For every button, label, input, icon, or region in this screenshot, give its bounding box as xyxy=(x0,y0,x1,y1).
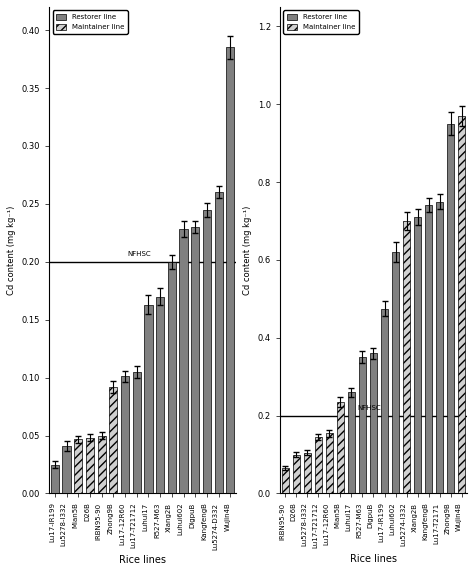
Bar xyxy=(98,435,106,494)
Bar xyxy=(226,47,235,494)
Bar xyxy=(425,205,432,494)
Bar xyxy=(347,392,356,494)
Text: b: b xyxy=(289,22,297,31)
Bar xyxy=(63,446,71,494)
Bar xyxy=(402,221,410,494)
Legend: Restorer line, Maintainer line: Restorer line, Maintainer line xyxy=(53,10,128,34)
Bar xyxy=(203,210,211,494)
Text: NFHSC: NFHSC xyxy=(358,405,382,411)
Bar xyxy=(145,305,153,494)
Legend: Restorer line, Maintainer line: Restorer line, Maintainer line xyxy=(283,10,359,34)
Text: a: a xyxy=(58,22,66,31)
Bar xyxy=(215,192,223,494)
Bar xyxy=(337,402,344,494)
Bar xyxy=(282,468,289,494)
Bar xyxy=(315,437,322,494)
Bar xyxy=(381,308,388,494)
Bar xyxy=(74,439,82,494)
Bar xyxy=(392,252,400,494)
Bar xyxy=(447,124,455,494)
Bar xyxy=(292,455,301,494)
Bar xyxy=(303,452,311,494)
Bar xyxy=(51,464,59,494)
Bar xyxy=(109,387,118,494)
Y-axis label: Cd content (mg kg⁻¹): Cd content (mg kg⁻¹) xyxy=(7,205,16,295)
Bar xyxy=(326,433,333,494)
Bar xyxy=(370,353,377,494)
Bar xyxy=(86,438,94,494)
Text: NFHSC: NFHSC xyxy=(128,251,151,257)
Bar xyxy=(156,296,164,494)
Y-axis label: Cd content (mg kg⁻¹): Cd content (mg kg⁻¹) xyxy=(243,205,252,295)
Bar xyxy=(458,116,465,494)
Bar xyxy=(414,217,421,494)
Bar xyxy=(436,201,443,494)
Bar xyxy=(168,262,176,494)
Bar xyxy=(180,229,188,494)
Bar xyxy=(133,372,141,494)
X-axis label: Rice lines: Rice lines xyxy=(119,555,166,565)
Bar xyxy=(191,227,199,494)
Bar xyxy=(121,376,129,494)
Bar xyxy=(359,358,366,494)
X-axis label: Rice lines: Rice lines xyxy=(350,554,397,563)
